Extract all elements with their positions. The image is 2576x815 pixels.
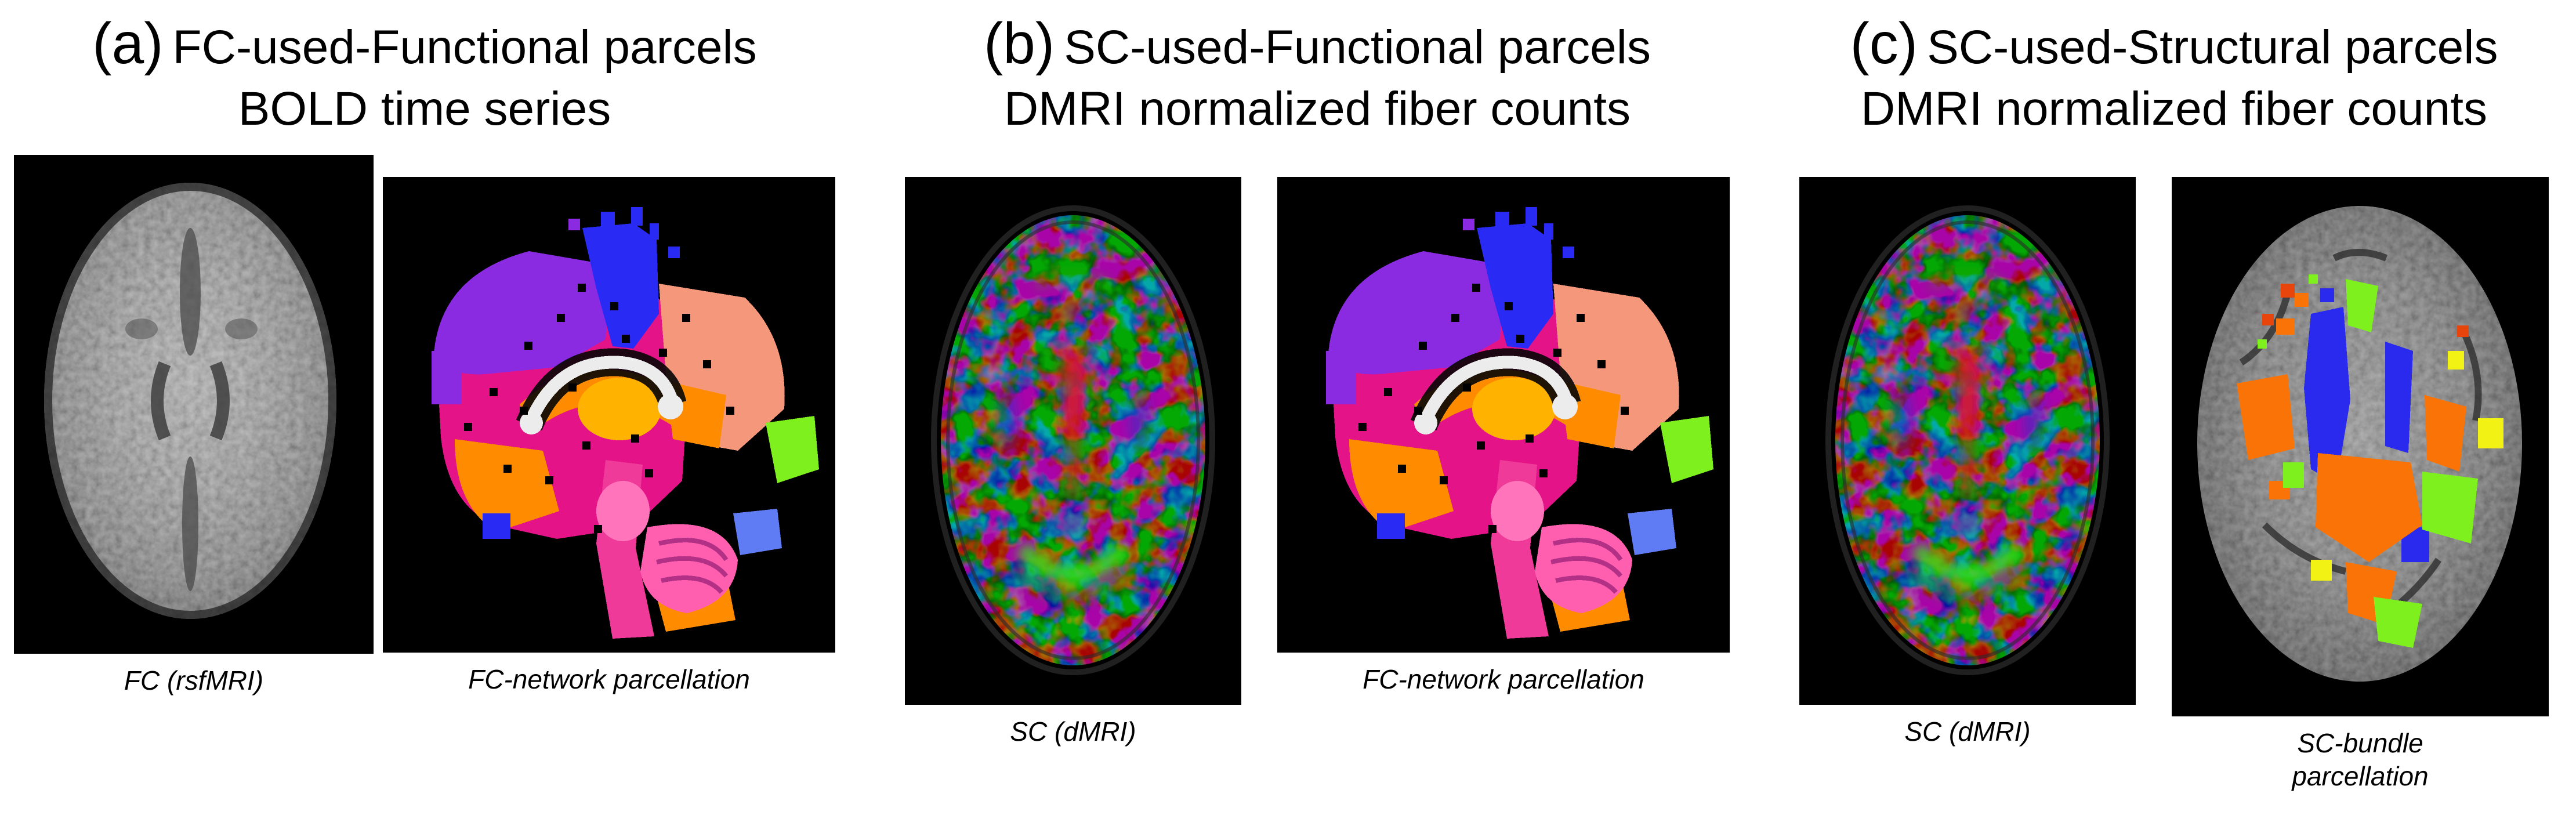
- panel-a-images: FC (rsfMRI) FC-network parcellation: [14, 154, 835, 698]
- dmri-brain-image: [1799, 176, 2136, 705]
- caption-fc-parcellation-b: FC-network parcellation: [1363, 664, 1644, 694]
- figure: (a) FC-used-Functional parcels BOLD time …: [14, 9, 2549, 794]
- fc-network-parcellation-image: [383, 176, 835, 653]
- panel-b-images: SC (dMRI) FC-network parcellation: [905, 155, 1730, 749]
- panel-b-title-line: (b) SC-used-Functional parcels: [984, 9, 1651, 78]
- panel-c-subtitle: DMRI normalized fiber counts: [1860, 82, 2488, 135]
- dmri-brain-image: [905, 176, 1241, 705]
- caption-sc-dmri-b: SC (dMRI): [1010, 716, 1136, 747]
- panel-a-label: (a): [92, 11, 164, 76]
- image-block-sc-bundle-parcellation: SC-bundle parcellation: [2172, 176, 2549, 794]
- panel-a-subtitle: BOLD time series: [238, 82, 611, 135]
- image-block-fc-rsfmri: FC (rsfMRI): [14, 154, 374, 698]
- caption-sc-dmri-c: SC (dMRI): [1904, 716, 2031, 747]
- sc-bundle-parcellation-image: [2172, 176, 2549, 716]
- panel-c-images: SC (dMRI) SC-bundle parcellation: [1799, 155, 2549, 794]
- panel-a-title-line: (a) FC-used-Functional parcels: [92, 9, 756, 78]
- image-block-fc-parcellation-b: FC-network parcellation: [1277, 176, 1730, 697]
- image-block-fc-parcellation-a: FC-network parcellation: [383, 176, 835, 697]
- panel-b-title: SC-used-Functional parcels: [1064, 21, 1651, 74]
- panel-c-title: SC-used-Structural parcels: [1927, 21, 2498, 74]
- image-block-sc-dmri-b: SC (dMRI): [905, 176, 1241, 749]
- caption-fc-rsfmri: FC (rsfMRI): [124, 665, 264, 696]
- panel-b-header: (b) SC-used-Functional parcels DMRI norma…: [984, 9, 1651, 137]
- fc-network-parcellation-image: [1277, 176, 1730, 653]
- panel-a-header: (a) FC-used-Functional parcels BOLD time …: [92, 9, 756, 137]
- panel-b-label: (b): [983, 11, 1055, 76]
- panel-c: (c) SC-used-Structural parcels DMRI norma…: [1799, 9, 2549, 794]
- panel-c-label: (c): [1850, 11, 1918, 76]
- image-block-sc-dmri-c: SC (dMRI): [1799, 176, 2136, 749]
- panel-b: (b) SC-used-Functional parcels DMRI norma…: [905, 9, 1730, 748]
- panel-c-header: (c) SC-used-Structural parcels DMRI norma…: [1850, 9, 2498, 137]
- caption-fc-parcellation-a: FC-network parcellation: [468, 664, 750, 694]
- panel-c-title-line: (c) SC-used-Structural parcels: [1850, 9, 2498, 78]
- caption-sc-bundle-parcellation: SC-bundle parcellation: [2292, 727, 2429, 792]
- rsfmri-brain-image: [14, 154, 374, 654]
- panel-b-subtitle: DMRI normalized fiber counts: [1003, 82, 1631, 135]
- panel-a-title: FC-used-Functional parcels: [172, 21, 757, 74]
- panel-a: (a) FC-used-Functional parcels BOLD time …: [14, 9, 835, 697]
